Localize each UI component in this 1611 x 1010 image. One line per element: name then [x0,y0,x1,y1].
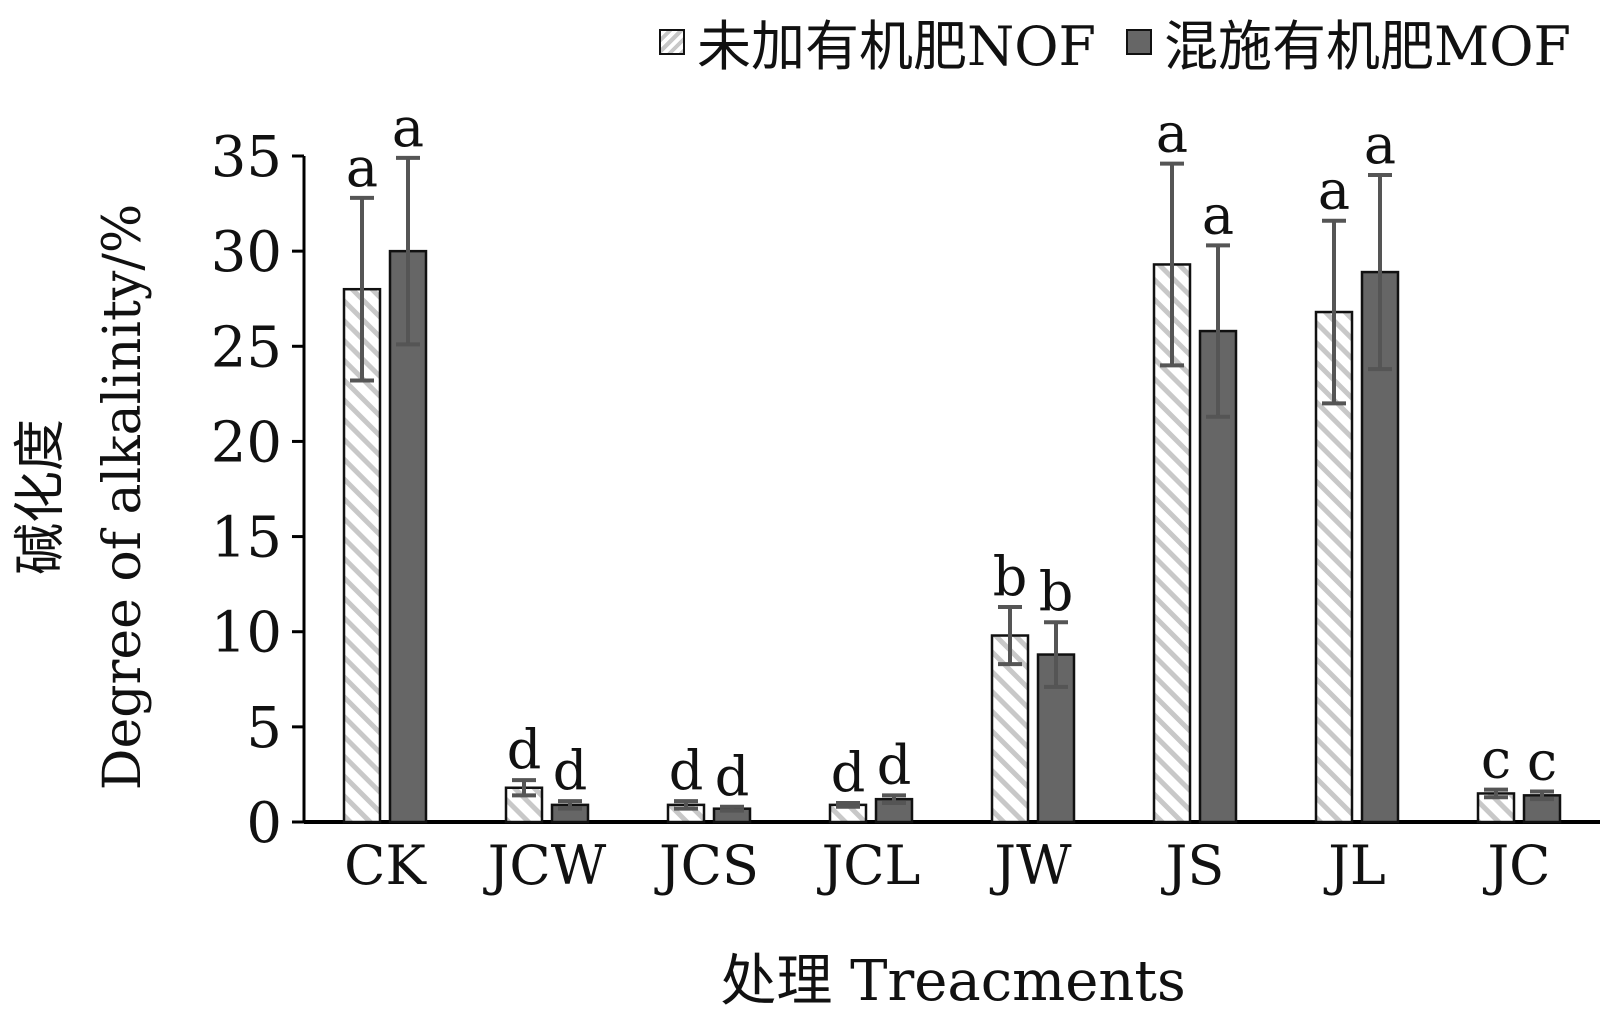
x-tick-label: JL [1323,834,1386,897]
x-tick-label: JS [1161,834,1225,897]
bar-jw-mof [1036,653,1076,824]
significance-letter: d [831,741,866,804]
x-tick-label: JCW [483,834,607,897]
legend-item-nof: 未加有机肥NOF [658,2,1096,81]
y-axis-title-cn: 碱化度 [11,419,71,575]
x-axis-title: 处理 Treacments [720,949,1185,1010]
significance-letter: d [553,739,588,802]
y-axis-title-en: Degree of alkalinity/% [93,204,153,791]
bar-jw-nof [990,634,1030,824]
bar-js-nof [1152,263,1192,824]
y-tick-label: 0 [246,791,282,856]
legend-swatch-nof [658,28,685,55]
significance-letter: d [507,718,542,781]
legend-item-mof: 混施有机肥MOF [1125,2,1571,81]
x-tick-label: CK [344,834,427,897]
y-tick-label: 35 [211,125,282,190]
y-tick-label: 30 [211,220,282,285]
significance-letter: b [993,545,1028,608]
y-tick-label: 20 [211,410,282,475]
bar-ck-nof [342,287,382,824]
x-tick-label: JCS [654,834,759,897]
significance-letter: d [877,733,912,796]
y-tick-label: 25 [211,315,282,380]
significance-letter: a [1318,159,1350,222]
y-tick-label: 10 [211,601,282,666]
significance-letter: c [1527,730,1557,793]
significance-letter: a [1156,102,1188,165]
bar-js-mof [1198,329,1238,824]
legend-swatch-mof [1125,28,1152,55]
significance-letter: a [346,136,378,199]
x-tick-label: JCL [817,834,921,897]
significance-letter: d [669,739,704,802]
y-tick-label: 5 [246,696,282,761]
significance-letter: c [1481,728,1511,791]
x-tick-label: JC [1483,834,1551,897]
y-tick-label: 15 [211,506,282,571]
legend: 未加有机肥NOF 混施有机肥MOF [629,2,1571,81]
significance-letter: a [1364,113,1396,176]
legend-label-nof: 未加有机肥NOF [696,15,1096,78]
significance-letter: a [392,96,424,159]
x-tick-label: JW [989,834,1072,897]
significance-letter: a [1202,183,1234,246]
significance-letter: d [715,745,750,808]
significance-letter: b [1039,560,1074,623]
legend-label-mof: 混施有机肥MOF [1163,15,1571,78]
